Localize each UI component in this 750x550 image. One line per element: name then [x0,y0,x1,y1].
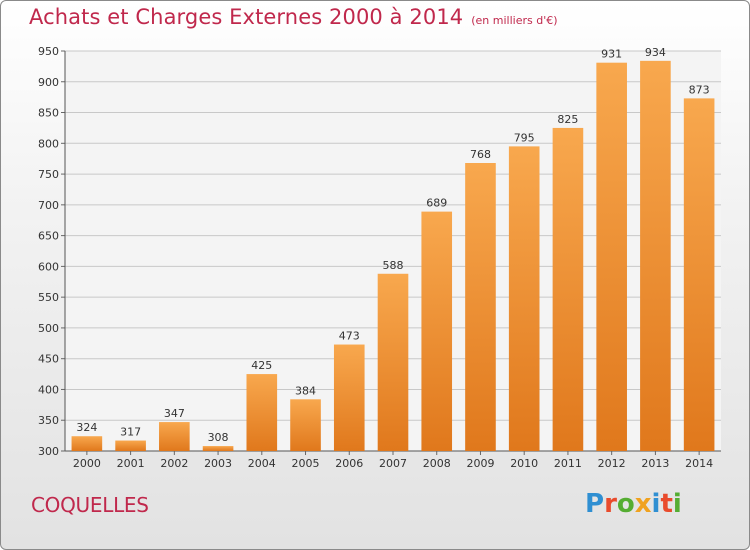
bar-value-label: 825 [557,113,578,126]
x-tick-label: 2000 [73,457,101,470]
bar-value-label: 588 [383,259,404,272]
y-tick-label: 500 [38,322,59,335]
x-tick-label: 2011 [554,457,582,470]
x-tick-label: 2001 [117,457,145,470]
bar [202,446,234,451]
brand-letter: P [585,489,605,519]
x-tick-label: 2005 [292,457,320,470]
bar [377,273,409,451]
bar [421,211,453,451]
x-tick-label: 2010 [510,457,538,470]
x-tick-label: 2002 [160,457,188,470]
bar-value-label: 317 [120,426,141,439]
y-tick-label: 900 [38,76,59,89]
bar [683,98,715,451]
x-tick-label: 2013 [641,457,669,470]
y-tick-label: 700 [38,199,59,212]
bar [552,127,584,451]
proxiti-logo: Proxiti [585,489,682,519]
bar [246,374,278,451]
bar [465,163,496,451]
bar-value-label: 347 [164,407,185,420]
bar [115,440,146,451]
y-tick-label: 850 [38,107,59,120]
bar-value-label: 689 [426,197,447,210]
x-tick-label: 2009 [466,457,494,470]
y-tick-label: 650 [38,230,59,243]
chart-title: Achats et Charges Externes 2000 à 2014 [29,5,464,29]
y-tick-label: 350 [38,414,59,427]
x-tick-label: 2014 [685,457,713,470]
brand-letter: i [651,489,661,519]
y-tick-label: 750 [38,168,59,181]
brand-letter: t [660,489,673,519]
bar-value-label: 384 [295,384,316,397]
x-tick-label: 2003 [204,457,232,470]
commune-name: COQUELLES [31,493,149,517]
bar-value-label: 425 [251,359,272,372]
x-tick-label: 2007 [379,457,407,470]
x-tick-label: 2006 [335,457,363,470]
bar-value-label: 473 [339,330,360,343]
brand-letter: r [604,489,617,519]
brand-letter: o [616,489,635,519]
title-row: Achats et Charges Externes 2000 à 2014 (e… [29,5,558,29]
x-tick-label: 2008 [423,457,451,470]
bar-value-label: 308 [208,431,229,444]
bar-value-label: 795 [514,131,535,144]
y-tick-label: 550 [38,291,59,304]
chart-subtitle: (en milliers d'€) [471,14,558,27]
y-tick-label: 800 [38,137,59,150]
bar-value-label: 324 [76,421,97,434]
x-tick-label: 2004 [248,457,276,470]
bar [640,60,671,451]
x-tick-label: 2012 [598,457,626,470]
y-tick-label: 450 [38,353,59,366]
bar-value-label: 873 [689,83,710,96]
y-tick-label: 950 [38,45,59,58]
y-tick-label: 300 [38,445,59,458]
bar [333,344,365,451]
bar [508,146,540,451]
bar-value-label: 931 [601,48,622,61]
bar [159,422,190,451]
brand-letter: i [672,489,682,519]
bar-value-label: 768 [470,148,491,161]
y-tick-label: 600 [38,260,59,273]
brand-letter: x [634,489,652,519]
bar [71,436,103,451]
bar [596,62,627,451]
bar-value-label: 934 [645,46,666,59]
y-tick-label: 400 [38,383,59,396]
bar [290,399,321,451]
